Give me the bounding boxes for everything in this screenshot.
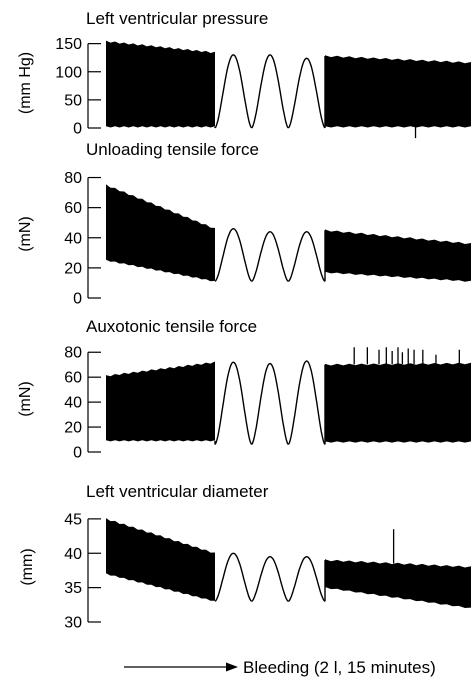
y-tick-label: 150	[55, 36, 82, 53]
cycle-trace	[287, 57, 326, 129]
y-tick-label: 35	[64, 580, 82, 597]
y-axis-label: (mm Hg)	[17, 52, 34, 114]
x-axis-label: Bleeding (2 l, 15 minutes)	[243, 658, 436, 677]
panel-auxotonic-force: Auxotonic tensile force (mN) 0 20 40 60 80	[17, 317, 471, 462]
panel-lv-pressure: Left ventricular pressure (mm Hg) 0 50 100…	[17, 9, 471, 139]
panel-title: Unloading tensile force	[86, 140, 259, 159]
y-tick-label: 20	[64, 260, 82, 277]
y-axis-label: (mN)	[17, 216, 34, 252]
y-tick-label: 20	[64, 420, 82, 437]
y-tick-label: 80	[64, 170, 82, 187]
y-axis-label: (mm)	[19, 548, 36, 585]
y-tick-label: 80	[64, 345, 82, 362]
y-axis-label: (mN)	[17, 381, 34, 417]
cycle-trace	[287, 230, 326, 282]
y-tick-label: 100	[55, 64, 82, 81]
cycle-trace	[251, 362, 289, 445]
panel-title: Auxotonic tensile force	[86, 317, 257, 336]
y-tick-label: 0	[73, 445, 82, 462]
signal-band-end	[325, 55, 471, 128]
panel-unloading-force: Unloading tensile force (mN) 0 20 40 60 80	[17, 140, 471, 308]
y-tick-label: 40	[64, 395, 82, 412]
signal-band-end	[325, 229, 471, 282]
cycle-trace	[214, 361, 253, 445]
cycle-trace	[251, 555, 289, 602]
y-tick-label: 50	[64, 92, 82, 109]
panel-title: Left ventricular diameter	[86, 482, 269, 501]
signal-band-start	[106, 40, 215, 128]
cycle-trace	[214, 54, 253, 129]
panel-lv-diameter: Left ventricular diameter (mm) 30 35 40 45	[19, 482, 471, 632]
y-tick-label: 40	[64, 230, 82, 247]
y-tick-label: 60	[64, 370, 82, 387]
panel-title: Left ventricular pressure	[86, 9, 268, 28]
plot-area: 0 20 40 60 80	[64, 345, 471, 462]
cycle-trace	[251, 230, 289, 282]
arrow-head-icon	[226, 662, 238, 672]
signal-band-end	[325, 362, 471, 443]
signal-band-start	[106, 184, 215, 282]
signal-band-start	[106, 518, 215, 601]
cycle-trace	[214, 552, 253, 602]
signal-band-start	[106, 361, 215, 442]
plot-area: 0 50 100 150	[55, 36, 471, 139]
y-tick-label: 40	[64, 546, 82, 563]
cycle-trace	[287, 555, 326, 602]
cycle-trace	[251, 54, 289, 129]
y-tick-label: 0	[73, 291, 82, 308]
y-tick-label: 45	[64, 511, 82, 528]
x-annotation: Bleeding (2 l, 15 minutes)	[124, 658, 436, 677]
cycle-trace	[287, 360, 326, 445]
cycle-trace	[214, 227, 253, 282]
y-tick-label: 60	[64, 200, 82, 217]
y-tick-label: 0	[73, 121, 82, 138]
y-tick-label: 30	[64, 615, 82, 632]
plot-area: 0 20 40 60 80	[64, 170, 471, 308]
signal-band-end	[325, 559, 471, 608]
plot-area: 30 35 40 45	[64, 511, 471, 632]
